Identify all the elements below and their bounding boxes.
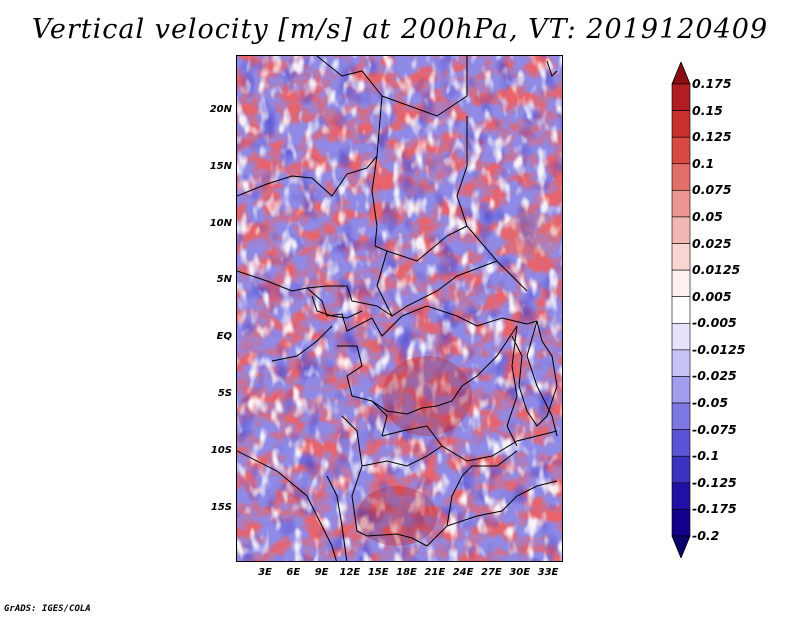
colorbar-segment: [671, 402, 691, 430]
colorbar-label: -0.1: [692, 448, 720, 464]
colorbar-label: 0.175: [692, 76, 732, 91]
colorbar-label: 0.075: [692, 182, 732, 198]
colorbar-segment: [671, 349, 691, 377]
latitude-label: 10S: [210, 444, 232, 456]
latitude-label: 5N: [216, 274, 232, 286]
colorbar-top-arrow: [671, 62, 691, 85]
vertical-velocity-field: [237, 56, 562, 561]
colorbar-label: -0.0125: [692, 341, 746, 357]
colorbar-bottom-arrow: [671, 535, 691, 558]
longitude-label: 6E: [286, 567, 301, 578]
colorbar-segment: [671, 110, 691, 138]
map-panel: [236, 55, 563, 562]
plot-title: Vertical velocity [m/s] at 200hPa, VT: 2…: [31, 14, 769, 45]
grads-credit: GrADS: IGES/COLA: [4, 604, 91, 614]
colorbar: [671, 62, 691, 558]
longitude-label: 3E: [258, 567, 272, 578]
colorbar-label: -0.125: [692, 474, 737, 490]
latitude-label: 15N: [209, 160, 232, 172]
longitude-label: 21E: [424, 567, 446, 578]
colorbar-label: 0.005: [692, 288, 732, 304]
colorbar-segment: [671, 216, 691, 244]
latitude-label: 10N: [209, 217, 232, 229]
longitude-label: 18E: [396, 567, 417, 578]
longitude-label: 27E: [481, 567, 502, 578]
longitude-label: 9E: [314, 567, 329, 578]
colorbar-segment: [671, 190, 691, 218]
colorbar-segment: [671, 163, 691, 191]
colorbar-segment: [671, 509, 691, 537]
colorbar-segment: [671, 429, 691, 457]
longitude-label: 33E: [537, 567, 559, 578]
colorbar-label: 0.05: [692, 208, 723, 224]
colorbar-segment: [671, 376, 691, 404]
colorbar-label: 0.0125: [692, 262, 741, 278]
colorbar-label: -0.2: [692, 528, 720, 543]
colorbar-segment: [671, 322, 691, 351]
longitude-label: 30E: [509, 567, 531, 578]
colorbar-label: 0.1: [692, 155, 715, 171]
latitude-label: 15S: [210, 501, 232, 513]
colorbar-label: -0.075: [692, 421, 737, 437]
colorbar-label: 0.15: [692, 102, 723, 118]
colorbar-label: 0.125: [692, 129, 732, 145]
longitude-label: 15E: [367, 567, 389, 578]
latitude-label: 20N: [209, 104, 232, 115]
colorbar-segment: [671, 269, 691, 298]
colorbar-segment: [671, 482, 691, 510]
colorbar-label: -0.175: [692, 501, 737, 517]
colorbar-label: -0.05: [692, 395, 729, 411]
longitude-label: 12E: [339, 567, 361, 578]
colorbar-segment: [671, 296, 691, 324]
colorbar-segment: [671, 455, 691, 484]
colorbar-label: -0.025: [692, 368, 737, 384]
colorbar-label: 0.025: [692, 235, 732, 251]
colorbar-label: -0.005: [692, 315, 737, 331]
longitude-label: 24E: [452, 567, 474, 578]
latitude-label: EQ: [216, 331, 232, 343]
colorbar-segment: [671, 83, 691, 111]
colorbar-segment: [671, 243, 691, 271]
colorbar-segment: [671, 136, 691, 165]
latitude-label: 5S: [217, 388, 232, 399]
